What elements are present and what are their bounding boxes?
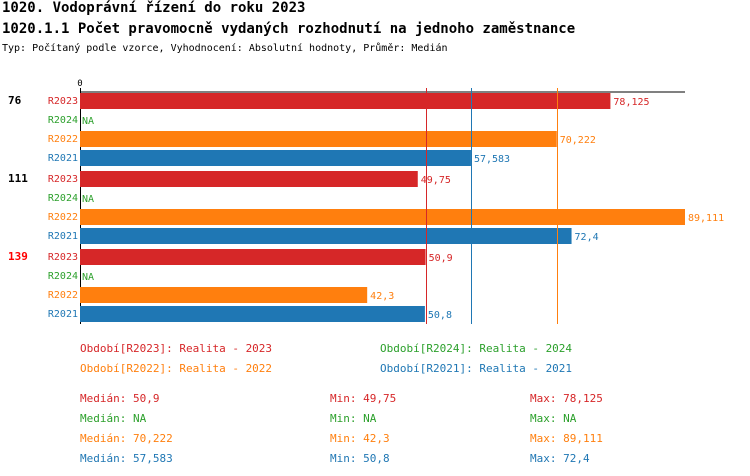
stat-min: Min: NA	[330, 412, 377, 425]
bar-r2022	[80, 287, 368, 303]
group-label: 111	[8, 172, 28, 185]
bar-value-label: 49,75	[421, 175, 451, 186]
bar-value-label: NA	[82, 116, 94, 127]
series-label: R2023	[48, 252, 78, 263]
legend-item: Období[R2024]: Realita - 2024	[380, 342, 573, 355]
stat-median: Medián: 70,222	[80, 432, 173, 445]
series-label: R2021	[48, 309, 78, 320]
series-label: R2024	[48, 193, 78, 204]
legend-item: Období[R2022]: Realita - 2022	[80, 362, 273, 375]
bar-value-label: 78,125	[613, 97, 649, 108]
group-label: 76	[8, 94, 22, 107]
page-title: 1020. Vodoprávní řízení do roku 2023	[2, 0, 306, 16]
stat-min: Min: 50,8	[330, 452, 390, 465]
series-label: R2021	[48, 153, 78, 164]
stat-max: Max: NA	[530, 412, 577, 425]
chart-subtitle: 1020.1.1 Počet pravomocně vydaných rozho…	[2, 21, 576, 37]
series-label: R2023	[48, 174, 78, 185]
legend-item: Období[R2023]: Realita - 2023	[80, 342, 273, 355]
series-label: R2022	[48, 212, 78, 223]
stat-max: Max: 78,125	[530, 392, 603, 405]
series-label: R2024	[48, 271, 78, 282]
series-label: R2024	[48, 115, 78, 126]
bar-r2022	[80, 209, 685, 225]
bar-value-label: 70,222	[560, 135, 596, 146]
stat-max: Max: 72,4	[530, 452, 590, 465]
chart-type-line: Typ: Počítaný podle vzorce, Vyhodnocení:…	[2, 43, 448, 54]
bar-r2023	[80, 171, 418, 187]
stat-median: Medián: 57,583	[80, 452, 173, 465]
bar-r2022	[80, 131, 557, 147]
legend-item: Období[R2021]: Realita - 2021	[380, 362, 573, 375]
stat-min: Min: 49,75	[330, 392, 397, 405]
group-label: 139	[8, 250, 28, 263]
series-label: R2022	[48, 134, 78, 145]
bar-value-label: 57,583	[474, 154, 510, 165]
bar-r2021	[80, 228, 572, 244]
bar-r2021	[80, 306, 425, 322]
series-label: R2023	[48, 96, 78, 107]
stat-min: Min: 42,3	[330, 432, 390, 445]
bar-value-label: 50,9	[429, 253, 453, 264]
bar-r2021	[80, 150, 471, 166]
bar-r2023	[80, 249, 426, 265]
stat-median: Medián: 50,9	[80, 392, 160, 405]
bar-value-label: NA	[82, 194, 94, 205]
bar-value-label: NA	[82, 272, 94, 283]
x-axis-tick-label: 0	[77, 79, 82, 89]
stat-max: Max: 89,111	[530, 432, 603, 445]
bar-value-label: 72,4	[575, 232, 599, 243]
bar-value-label: 50,8	[428, 310, 452, 321]
series-label: R2021	[48, 231, 78, 242]
bar-value-label: 42,3	[370, 291, 394, 302]
series-label: R2022	[48, 290, 78, 301]
stat-median: Medián: NA	[80, 412, 147, 425]
bar-value-label: 89,111	[688, 213, 724, 224]
bar-r2023	[80, 93, 611, 109]
